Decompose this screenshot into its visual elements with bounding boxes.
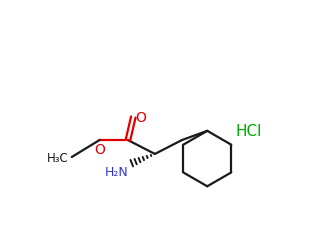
Text: O: O (94, 143, 105, 157)
Text: O: O (135, 110, 146, 124)
Text: H₃C: H₃C (47, 151, 69, 164)
Text: HCl: HCl (236, 123, 262, 138)
Text: H₂N: H₂N (105, 165, 129, 178)
